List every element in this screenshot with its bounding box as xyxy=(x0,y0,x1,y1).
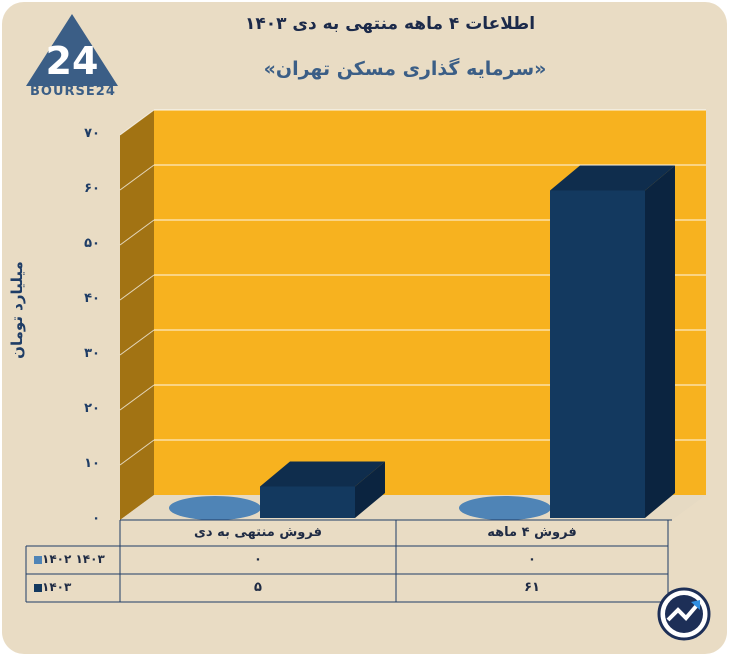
bar-1402 xyxy=(459,496,551,520)
bar-1403-side xyxy=(355,461,385,518)
side-wall xyxy=(120,110,154,520)
gridline-side xyxy=(119,439,155,466)
y-tick-label: ۶۰ xyxy=(84,181,100,196)
y-tick-label: ۳۰ xyxy=(84,346,100,361)
bourse24-logo: 24 xyxy=(26,14,118,86)
legend-label: ۱۴۰۲ ۱۴۰۳ xyxy=(42,552,105,566)
logo-mark: 24 xyxy=(46,39,99,83)
gridline-side xyxy=(119,384,155,411)
gridline-side xyxy=(119,274,155,301)
trend-arrow-icon xyxy=(657,587,711,641)
y-tick-label: ۴۰ xyxy=(84,291,100,306)
bar-1403-top xyxy=(550,165,675,191)
gridline-side xyxy=(119,329,155,356)
x-category-label: فروش ۴ ماهه xyxy=(487,525,577,540)
gridline-side xyxy=(119,219,155,246)
bar-1403-top xyxy=(260,461,385,487)
y-tick-label: ۲۰ xyxy=(84,401,100,416)
legend-swatch xyxy=(34,555,42,564)
bar-1403 xyxy=(260,486,355,518)
legend-entry: ۱۴۰۳ xyxy=(30,580,71,594)
data-label: ۶۱ xyxy=(524,580,540,595)
y-tick-label: ۷۰ xyxy=(84,126,100,141)
gridline-side xyxy=(119,164,155,191)
chart-subtitle: «سرمایه گذاری مسکن تهران» xyxy=(263,58,547,80)
bar-1402 xyxy=(169,496,261,520)
x-category-label: فروش منتهی به دی xyxy=(194,525,322,540)
data-label: ۰ xyxy=(254,552,262,567)
legend-label: ۱۴۰۳ xyxy=(42,580,72,594)
bar-1403-side xyxy=(645,165,675,518)
y-tick-label: ۱۰ xyxy=(84,456,100,471)
gridline-side xyxy=(119,109,155,136)
y-tick-label: ۵۰ xyxy=(84,236,100,251)
data-label: ۵ xyxy=(254,580,262,595)
logo-text: BOURSE24 xyxy=(30,84,116,99)
legend-swatch xyxy=(34,583,42,592)
chart-title: اطلاعات ۴ ماهه منتهی به دی ۱۴۰۳ xyxy=(244,14,536,34)
y-tick-label: ۰ xyxy=(92,511,100,526)
bar-1403 xyxy=(550,190,645,518)
data-label: ۰ xyxy=(528,552,536,567)
legend-entry: ۱۴۰۲ ۱۴۰۳ xyxy=(30,552,105,566)
